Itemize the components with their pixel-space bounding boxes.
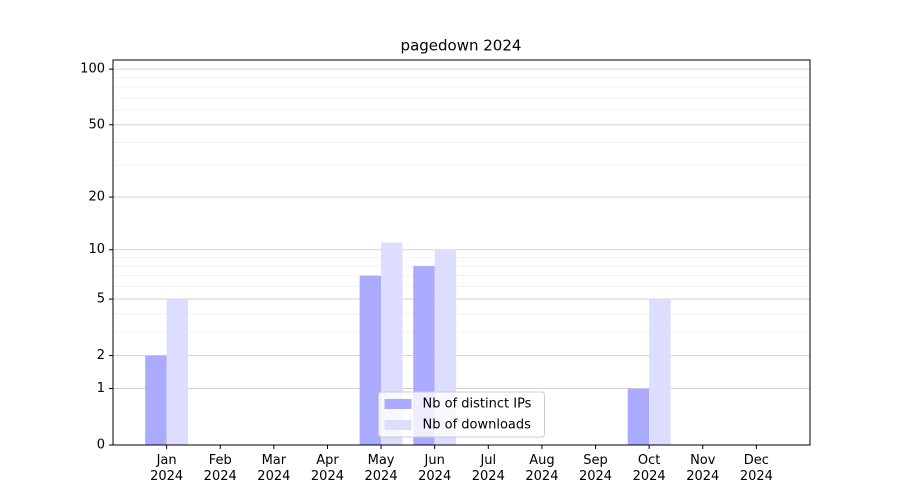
bar [166,299,189,445]
plot-frame [112,59,811,446]
x-tick-label: Oct 2024 [632,453,666,484]
x-tick-label: Sep 2024 [578,453,613,484]
legend-label: Nb of distinct IPs [423,397,532,412]
y-tick-label: 5 [97,292,105,307]
y-tick-label: 20 [88,190,105,205]
x-tick-label: Apr 2024 [310,453,344,484]
bar [359,275,382,445]
x-tick-label: Feb 2024 [203,453,237,484]
x-tick-label: May 2024 [364,453,398,484]
x-tick-label: Jan 2024 [150,453,184,484]
x-tick-label: Dec 2024 [739,453,773,484]
bar [649,299,671,445]
x-tick-label: Mar 2024 [257,453,291,484]
legend-box [378,391,545,438]
y-tick-label: 2 [97,348,105,363]
chart-title: pagedown 2024 [401,37,522,55]
x-tick-label: Aug 2024 [525,453,559,484]
y-tick-label: 0 [97,438,105,453]
bar [145,355,167,445]
legend-swatch [384,420,412,430]
x-tick-label: Jun 2024 [418,453,452,484]
y-tick-label: 50 [88,117,105,132]
bar [627,388,650,445]
legend-label: Nb of downloads [423,418,532,433]
y-tick-label: 1 [97,381,105,396]
legend-swatch [384,399,412,409]
x-tick-label: Nov 2024 [686,453,720,484]
y-tick-label: 100 [80,62,105,77]
x-tick-label: Jul 2024 [471,453,505,484]
y-tick-label: 10 [88,242,105,257]
